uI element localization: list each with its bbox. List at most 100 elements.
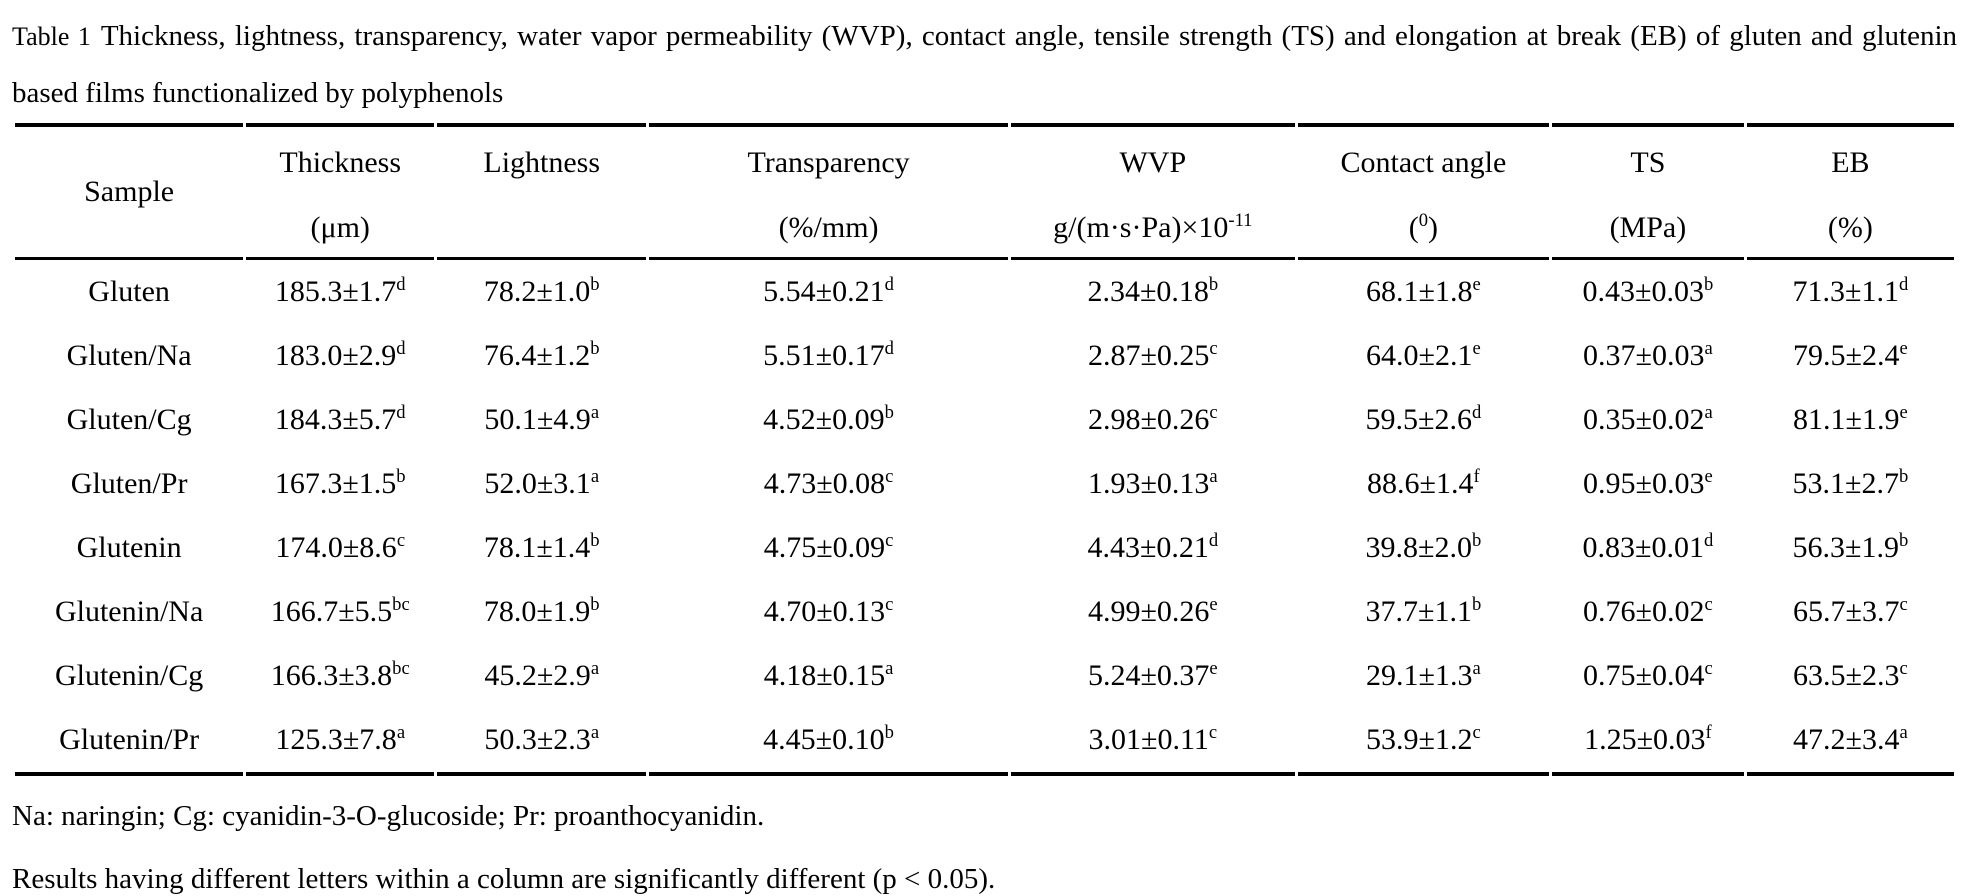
- value-cell: 0.43±0.03b: [1552, 260, 1744, 324]
- significance-letter: e: [1899, 402, 1908, 423]
- significance-letter: c: [1899, 658, 1908, 679]
- value-cell: 79.5±2.4e: [1747, 324, 1954, 388]
- sample-cell: Glutenin: [76, 531, 182, 564]
- value-text: 53.1±2.7: [1792, 467, 1899, 500]
- significance-letter: f: [1705, 722, 1712, 743]
- significance-letter: e: [1209, 594, 1218, 615]
- significance-letter: c: [885, 530, 894, 551]
- value-text: 185.3±1.7: [274, 275, 397, 308]
- unit-contact-angle: (0): [1297, 199, 1549, 260]
- significance-letter: a: [1209, 466, 1218, 487]
- value-cell: 184.3±5.7d: [246, 388, 434, 452]
- significance-letter: b: [1208, 274, 1219, 295]
- sample-cell: Gluten/Pr: [70, 467, 188, 500]
- value-cell: 78.1±1.4b: [437, 516, 646, 580]
- value-cell: 2.98±0.26c: [1011, 388, 1295, 452]
- value-cell: 183.0±2.9d: [246, 324, 434, 388]
- significance-letter: c: [396, 530, 406, 551]
- value-text: 4.45±0.10: [763, 723, 885, 756]
- unit-thickness: (μm): [246, 199, 435, 260]
- column-header-lightness: Lightness: [437, 123, 647, 199]
- significance-letter: c: [1209, 402, 1218, 423]
- value-cell: 185.3±1.7d: [246, 260, 434, 324]
- unit-eb: (%): [1746, 199, 1954, 260]
- value-cell: 4.73±0.08c: [649, 452, 1008, 516]
- unit-lightness: [437, 199, 647, 260]
- value-text: 2.34±0.18: [1087, 275, 1209, 308]
- significance-letter: b: [884, 722, 894, 743]
- value-cell: 52.0±3.1a: [437, 452, 646, 516]
- value-text: 56.3±1.9: [1792, 531, 1899, 564]
- significance-letter: c: [1209, 338, 1218, 359]
- value-text: 2.98±0.26: [1087, 403, 1210, 436]
- value-text: 53.9±1.2: [1366, 723, 1473, 756]
- value-text: 50.1±4.9: [484, 403, 591, 436]
- value-text: 71.3±1.1: [1792, 275, 1899, 308]
- value-cell: 4.99±0.26e: [1011, 580, 1295, 644]
- significance-letter: d: [884, 274, 894, 295]
- significance-letter: b: [884, 402, 894, 423]
- significance-letter: a: [1704, 402, 1713, 423]
- value-cell: 5.51±0.17d: [649, 324, 1008, 388]
- value-cell: 37.7±1.1b: [1298, 580, 1549, 644]
- significance-letter: b: [590, 530, 600, 551]
- value-cell: 65.7±3.7c: [1747, 580, 1954, 644]
- sample-cell: Gluten/Cg: [66, 403, 192, 436]
- significance-letter: b: [396, 466, 406, 487]
- column-header-contact-angle: Contact angle: [1297, 123, 1549, 199]
- value-text: 68.1±1.8: [1366, 275, 1473, 308]
- value-text: 81.1±1.9: [1793, 403, 1900, 436]
- significance-letter: a: [590, 658, 600, 679]
- value-text: 0.95±0.03: [1583, 467, 1705, 500]
- value-text: 29.1±1.3: [1366, 659, 1473, 692]
- value-cell: 63.5±2.3c: [1747, 644, 1954, 708]
- significance-letter: f: [1473, 466, 1480, 487]
- value-cell: 56.3±1.9b: [1747, 516, 1954, 580]
- table-body: Gluten 185.3±1.7d 78.2±1.0b 5.54±0.21d 2.34±…: [15, 260, 1954, 776]
- value-cell: 81.1±1.9e: [1747, 388, 1954, 452]
- significance-letter: bc: [392, 658, 410, 679]
- value-text: 4.43±0.21: [1087, 531, 1209, 564]
- value-cell: 88.6±1.4f: [1298, 452, 1549, 516]
- value-text: 5.51±0.17: [763, 339, 885, 372]
- unit-ts: (MPa): [1552, 199, 1744, 260]
- value-text: 3.01±0.11: [1088, 723, 1209, 756]
- table-row: Glutenin/Pr 125.3±7.8a 50.3±2.3a 4.45±0.10b…: [15, 708, 1954, 776]
- table-row: Gluten/Na 183.0±2.9d 76.4±1.2b 5.51±0.17d 2.…: [15, 324, 1954, 388]
- value-text: 59.5±2.6: [1365, 403, 1472, 436]
- value-cell: 53.9±1.2c: [1297, 708, 1549, 776]
- value-cell: 50.1±4.9a: [437, 388, 646, 452]
- significance-letter: a: [590, 722, 600, 743]
- value-text: 125.3±7.8: [275, 723, 397, 756]
- sample-cell: Glutenin/Cg: [54, 659, 204, 692]
- table-row: Gluten/Cg 184.3±5.7d 50.1±4.9a 4.52±0.09b 2.…: [15, 388, 1954, 452]
- value-cell: 64.0±2.1e: [1298, 324, 1549, 388]
- significance-letter: c: [1472, 722, 1481, 743]
- significance-letter: b: [1471, 530, 1482, 551]
- significance-letter: a: [590, 402, 600, 423]
- significance-letter: d: [1471, 402, 1482, 423]
- value-cell: 1.25±0.03f: [1552, 708, 1744, 776]
- table-header: Sample Thickness Lightness Transparency …: [15, 123, 1954, 260]
- value-text: 78.0±1.9: [483, 595, 591, 628]
- value-cell: 174.0±8.6c: [246, 516, 434, 580]
- significance-letter: c: [885, 466, 894, 487]
- value-text: 1.25±0.03: [1584, 723, 1706, 756]
- value-cell: 5.24±0.37e: [1011, 644, 1295, 708]
- table-caption-text: Thickness, lightness, transparency, wate…: [12, 20, 1957, 109]
- value-cell: 76.4±1.2b: [437, 324, 646, 388]
- table-caption-label: Table 1: [12, 22, 91, 51]
- value-text: 174.0±8.6: [275, 531, 397, 564]
- sample-cell: Gluten: [88, 275, 170, 308]
- value-cell: 0.95±0.03e: [1552, 452, 1744, 516]
- significance-letter: d: [1703, 530, 1714, 551]
- value-cell: 3.01±0.11c: [1010, 708, 1295, 776]
- value-cell: 5.54±0.21d: [649, 260, 1008, 324]
- value-cell: 29.1±1.3a: [1298, 644, 1549, 708]
- significance-letter: b: [590, 594, 600, 615]
- sample-cell: Glutenin/Pr: [15, 708, 244, 776]
- significance-letter: d: [396, 402, 406, 423]
- value-text: 0.35±0.02: [1583, 403, 1705, 436]
- value-cell: 2.87±0.25c: [1011, 324, 1295, 388]
- value-text: 52.0±3.1: [484, 467, 591, 500]
